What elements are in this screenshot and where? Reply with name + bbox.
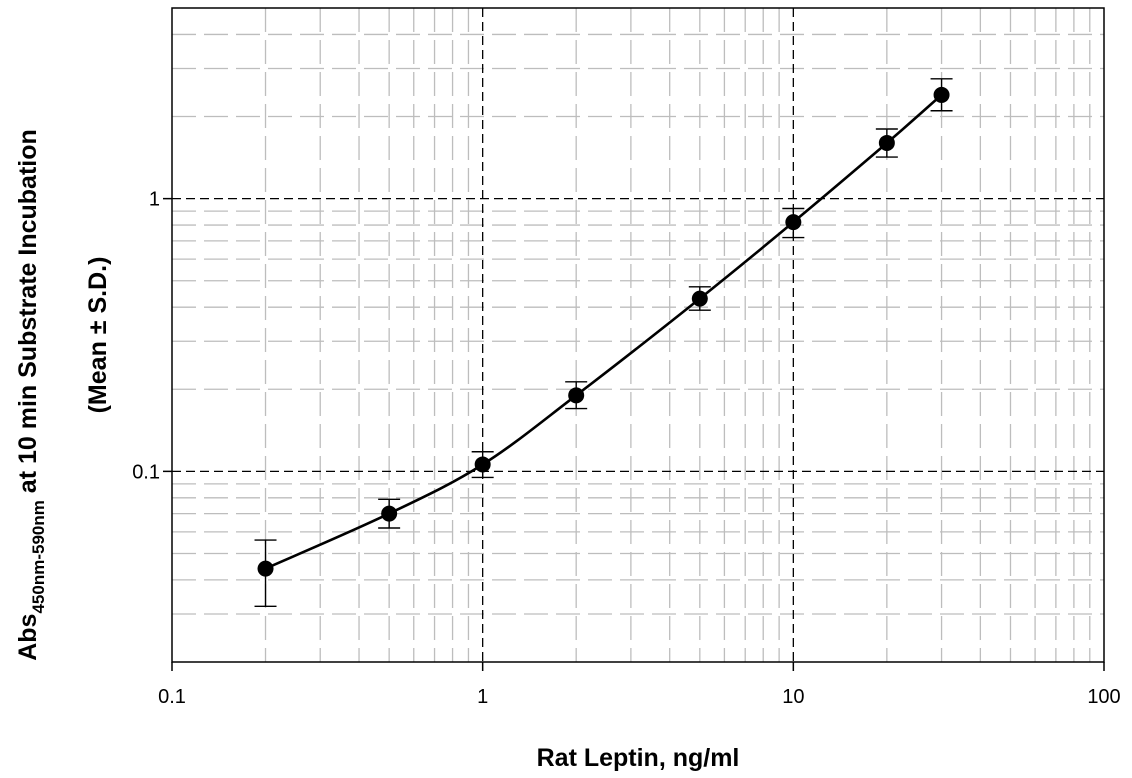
minor-grid [172,8,1104,662]
axes [163,7,1105,671]
data-point [381,505,398,522]
data-point [878,134,895,151]
x-tick-label: 10 [782,686,804,708]
data-series [254,78,953,608]
major-grid [172,8,1104,662]
x-tick-label: 1 [477,686,488,708]
data-point [568,387,585,404]
data-point [933,86,950,103]
y-axis-title-line1: Abs450nm-590nm at 10 min Substrate Incub… [14,129,48,661]
data-point [785,214,802,231]
x-tick-label: 0.1 [158,686,186,708]
data-point [257,560,274,577]
data-point [691,290,708,307]
y-tick-label: 1 [149,189,160,211]
data-point [474,456,491,473]
y-axis-title-line2: (Mean ± S.D.) [84,257,112,414]
y-axis-title: Abs450nm-590nm at 10 min Substrate Incub… [14,129,48,661]
x-tick-label: 100 [1087,686,1120,708]
tick-labels: 0.1 1 10 100 0.1 1 [132,189,1121,708]
y-axis-subtitle: (Mean ± S.D.) [84,257,112,414]
plot-area [172,8,1104,662]
x-axis-title: Rat Leptin, ng/ml [537,744,740,772]
y-tick-label: 0.1 [132,461,160,483]
plot-frame [171,7,1105,663]
